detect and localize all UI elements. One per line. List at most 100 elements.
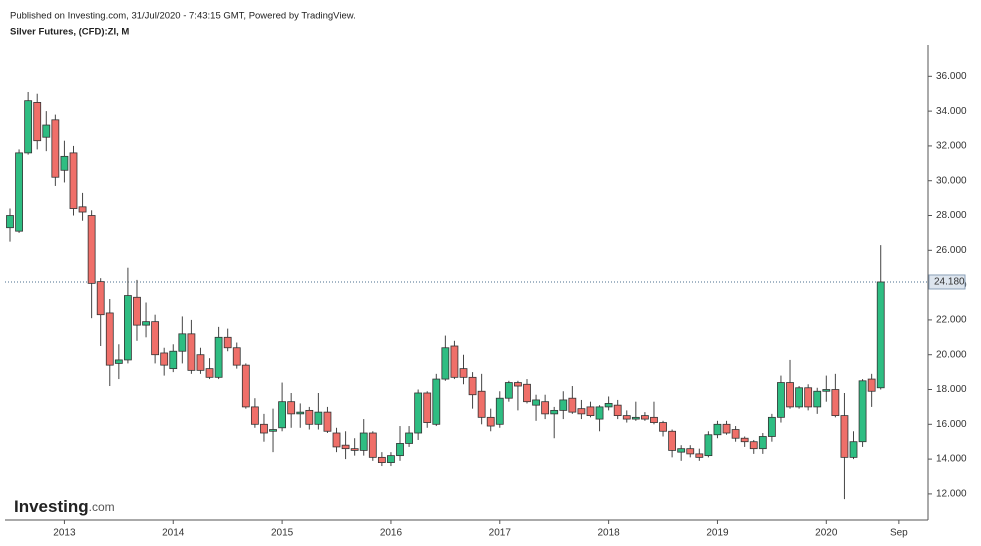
candle-body: [114, 359, 123, 364]
candle-body: [786, 382, 794, 408]
candle-body: [24, 100, 33, 154]
candle-body: [613, 404, 622, 417]
candle-body: [69, 152, 78, 209]
candle-body: [695, 453, 704, 458]
candle-body: [758, 436, 767, 450]
candle-body: [423, 392, 432, 423]
candle-body: [196, 354, 205, 371]
candle-body: [523, 383, 531, 403]
candle-body: [187, 333, 196, 371]
y-tick-label: 28.000: [936, 210, 967, 221]
candle-body: [459, 368, 468, 378]
candle-body: [51, 119, 60, 178]
y-tick-label: 14.000: [936, 454, 967, 465]
y-tick-label: 20.000: [936, 349, 967, 360]
y-tick-label: 22.000: [936, 315, 967, 326]
x-tick-label: 2020: [815, 528, 838, 539]
candle-body: [124, 295, 132, 361]
candle-body: [704, 434, 713, 457]
candle-body: [686, 448, 695, 455]
candle-body: [105, 312, 114, 366]
candle-body: [867, 378, 876, 392]
candle-body: [223, 336, 232, 349]
candle-body: [359, 432, 368, 451]
y-tick-label: 32.000: [936, 141, 967, 152]
candle-body: [650, 416, 658, 423]
candle-body: [477, 390, 486, 418]
candle-body: [749, 441, 758, 450]
candle-body: [169, 350, 178, 370]
candle-body: [323, 411, 332, 432]
y-tick-label: 18.000: [936, 384, 967, 395]
candle-body: [450, 345, 459, 378]
candle-body: [822, 389, 831, 392]
candle-body: [568, 397, 577, 413]
candle-body: [641, 415, 649, 420]
candle-body: [205, 368, 214, 378]
candle-body: [250, 406, 259, 425]
x-tick-label: Sep: [890, 528, 908, 539]
x-tick-label: 2013: [53, 528, 76, 539]
x-tick-label: 2015: [271, 528, 294, 539]
y-tick-label: 16.000: [936, 419, 967, 430]
last-price-label: 24.180: [934, 277, 965, 288]
candle-body: [332, 432, 341, 448]
candle-body: [78, 206, 87, 213]
candle-body: [486, 416, 495, 427]
y-tick-label: 12.000: [936, 489, 967, 500]
candle-body: [677, 448, 686, 453]
candle-body: [831, 389, 840, 417]
candle-body: [60, 155, 69, 171]
x-tick-label: 2019: [706, 528, 729, 539]
x-tick-label: 2018: [597, 528, 620, 539]
y-tick-label: 36.000: [936, 71, 967, 82]
candle-body: [586, 406, 595, 417]
candle-body: [241, 364, 250, 408]
candle-body: [33, 102, 42, 142]
logo-brand: Investing: [14, 497, 89, 516]
candle-body: [15, 152, 23, 232]
candle-body: [713, 423, 722, 436]
candle-body: [840, 415, 849, 458]
candle-body: [405, 432, 413, 444]
candle-body: [350, 448, 359, 451]
last-price-box: [928, 274, 966, 290]
candle-body: [550, 409, 559, 415]
candle-body: [96, 281, 105, 316]
candle-body: [767, 416, 776, 437]
candle-body: [740, 437, 749, 443]
candle-body: [133, 296, 141, 326]
candle-body: [160, 352, 169, 366]
logo: Investing.com: [14, 497, 115, 516]
candle-body: [387, 455, 395, 463]
candle-body: [631, 416, 640, 420]
candle-body: [722, 423, 731, 434]
candle-body: [178, 333, 187, 352]
candle-body: [441, 347, 450, 380]
candle-body: [377, 456, 386, 463]
candle-body: [314, 411, 323, 425]
candle-body: [396, 443, 404, 457]
candle-body: [731, 429, 740, 439]
y-tick-label: 34.000: [936, 106, 967, 117]
candle-body: [468, 376, 477, 396]
candle-body: [777, 382, 785, 418]
candle-body: [368, 432, 377, 458]
candle-body: [432, 378, 441, 425]
candle-body: [604, 403, 613, 408]
chart-title: Silver Futures, (CFD):ZI, M: [10, 27, 129, 38]
candle-body: [495, 397, 504, 425]
candle-body: [813, 390, 822, 408]
candle-body: [804, 387, 813, 408]
candle-body: [42, 124, 51, 138]
candle-body: [858, 380, 867, 443]
candle-body: [659, 422, 667, 432]
x-tick-label: 2017: [489, 528, 512, 539]
logo-suffix: .com: [89, 500, 115, 514]
candle-body: [269, 429, 277, 432]
candle-body: [341, 444, 350, 450]
published-note: Published on Investing.com, 31/Jul/2020 …: [10, 11, 356, 22]
candle-body: [668, 430, 677, 451]
x-tick-label: 2014: [162, 528, 185, 539]
